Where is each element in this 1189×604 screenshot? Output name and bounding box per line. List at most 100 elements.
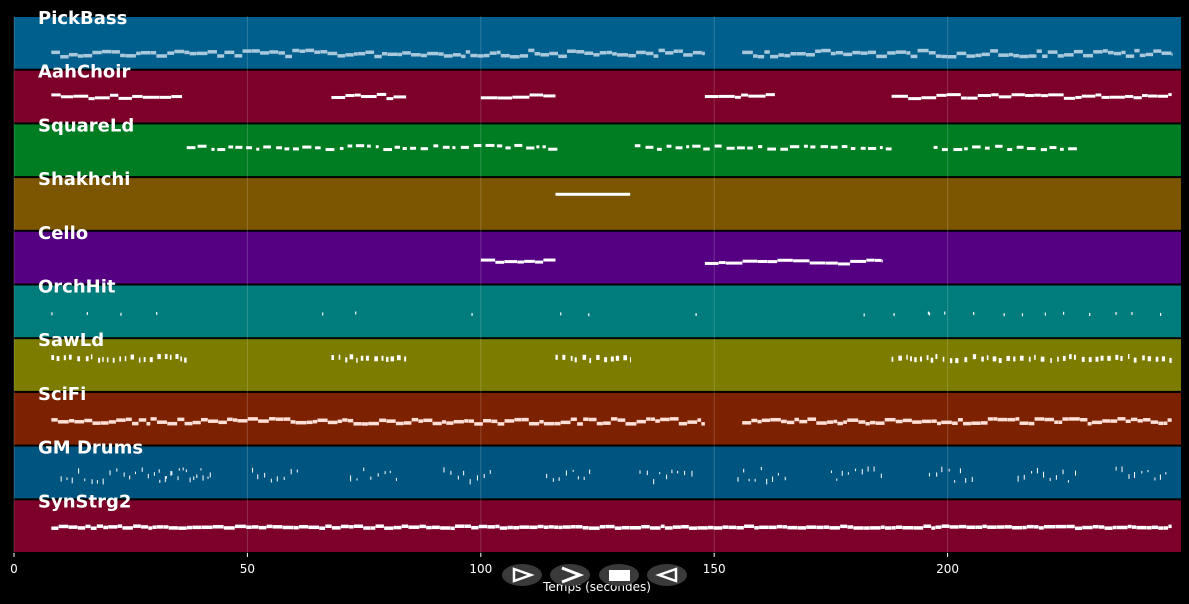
note xyxy=(140,50,151,55)
note xyxy=(1074,526,1083,531)
note xyxy=(60,55,69,59)
note xyxy=(138,418,147,422)
note xyxy=(51,312,53,316)
note xyxy=(977,94,991,98)
note xyxy=(189,477,191,483)
note xyxy=(276,146,283,150)
note xyxy=(1043,471,1045,478)
track-notes-pickbass xyxy=(51,48,1173,59)
note xyxy=(599,51,607,55)
note xyxy=(1007,148,1013,152)
note xyxy=(998,95,1012,99)
note xyxy=(954,480,956,483)
note xyxy=(136,51,141,56)
note xyxy=(975,53,982,58)
note xyxy=(560,420,571,425)
back-button[interactable] xyxy=(647,564,687,586)
note xyxy=(171,471,173,476)
note xyxy=(695,313,697,317)
note xyxy=(1058,420,1063,424)
note xyxy=(235,524,246,529)
note xyxy=(941,466,943,473)
note xyxy=(713,526,723,530)
note xyxy=(630,357,632,363)
note xyxy=(375,145,379,149)
note xyxy=(356,357,358,363)
note xyxy=(1017,475,1019,482)
note xyxy=(1158,421,1164,426)
note xyxy=(507,525,513,530)
note xyxy=(163,525,169,529)
note xyxy=(981,356,984,362)
note xyxy=(993,417,998,421)
note xyxy=(656,147,662,151)
note xyxy=(992,356,997,362)
note xyxy=(1006,355,1010,361)
note xyxy=(966,54,976,58)
note xyxy=(562,354,566,360)
note xyxy=(861,468,863,475)
note xyxy=(197,144,207,148)
track-band-cello xyxy=(14,231,1181,284)
note xyxy=(776,524,782,529)
note xyxy=(1169,357,1172,363)
note xyxy=(266,524,273,529)
note xyxy=(672,525,681,529)
note xyxy=(867,146,877,150)
note xyxy=(847,418,859,422)
note xyxy=(691,470,693,477)
note xyxy=(589,469,591,474)
note xyxy=(331,526,341,530)
note xyxy=(921,419,932,424)
play-button[interactable] xyxy=(502,564,542,586)
note xyxy=(605,524,615,529)
note xyxy=(353,52,358,56)
note xyxy=(574,357,577,363)
note xyxy=(778,53,784,57)
note xyxy=(252,467,254,473)
note xyxy=(228,145,234,149)
note xyxy=(497,422,505,426)
note xyxy=(852,50,861,55)
note xyxy=(787,420,795,425)
note xyxy=(641,524,650,529)
note xyxy=(589,358,592,364)
note xyxy=(543,258,556,262)
note xyxy=(519,525,530,529)
note xyxy=(90,354,93,360)
note xyxy=(577,422,583,426)
note xyxy=(170,470,172,476)
note xyxy=(796,52,806,56)
note xyxy=(1132,525,1137,529)
note xyxy=(754,478,756,482)
note xyxy=(884,417,896,422)
track-label-pickbass: PickBass xyxy=(38,8,127,29)
forward-button[interactable] xyxy=(550,564,590,586)
note xyxy=(418,419,424,423)
note xyxy=(704,95,719,99)
x-tick-label: 0 xyxy=(10,562,18,576)
note xyxy=(1107,355,1111,361)
note xyxy=(106,357,109,363)
track-notes-squareld xyxy=(186,143,1077,152)
stop-button[interactable] xyxy=(599,564,639,586)
note xyxy=(148,526,153,530)
note xyxy=(1062,355,1066,361)
note xyxy=(876,54,887,59)
play-icon xyxy=(512,567,535,583)
note xyxy=(767,147,776,151)
note xyxy=(100,421,109,425)
note xyxy=(317,418,328,423)
note xyxy=(453,419,464,424)
note xyxy=(542,145,546,149)
x-tick-label: 50 xyxy=(240,562,255,576)
note xyxy=(158,469,160,473)
note xyxy=(906,354,908,360)
note xyxy=(504,260,518,264)
note xyxy=(134,471,136,475)
note xyxy=(653,54,659,58)
note xyxy=(599,525,606,529)
track-notes-shakhchi xyxy=(555,192,631,196)
note xyxy=(461,54,466,59)
note xyxy=(237,419,248,423)
